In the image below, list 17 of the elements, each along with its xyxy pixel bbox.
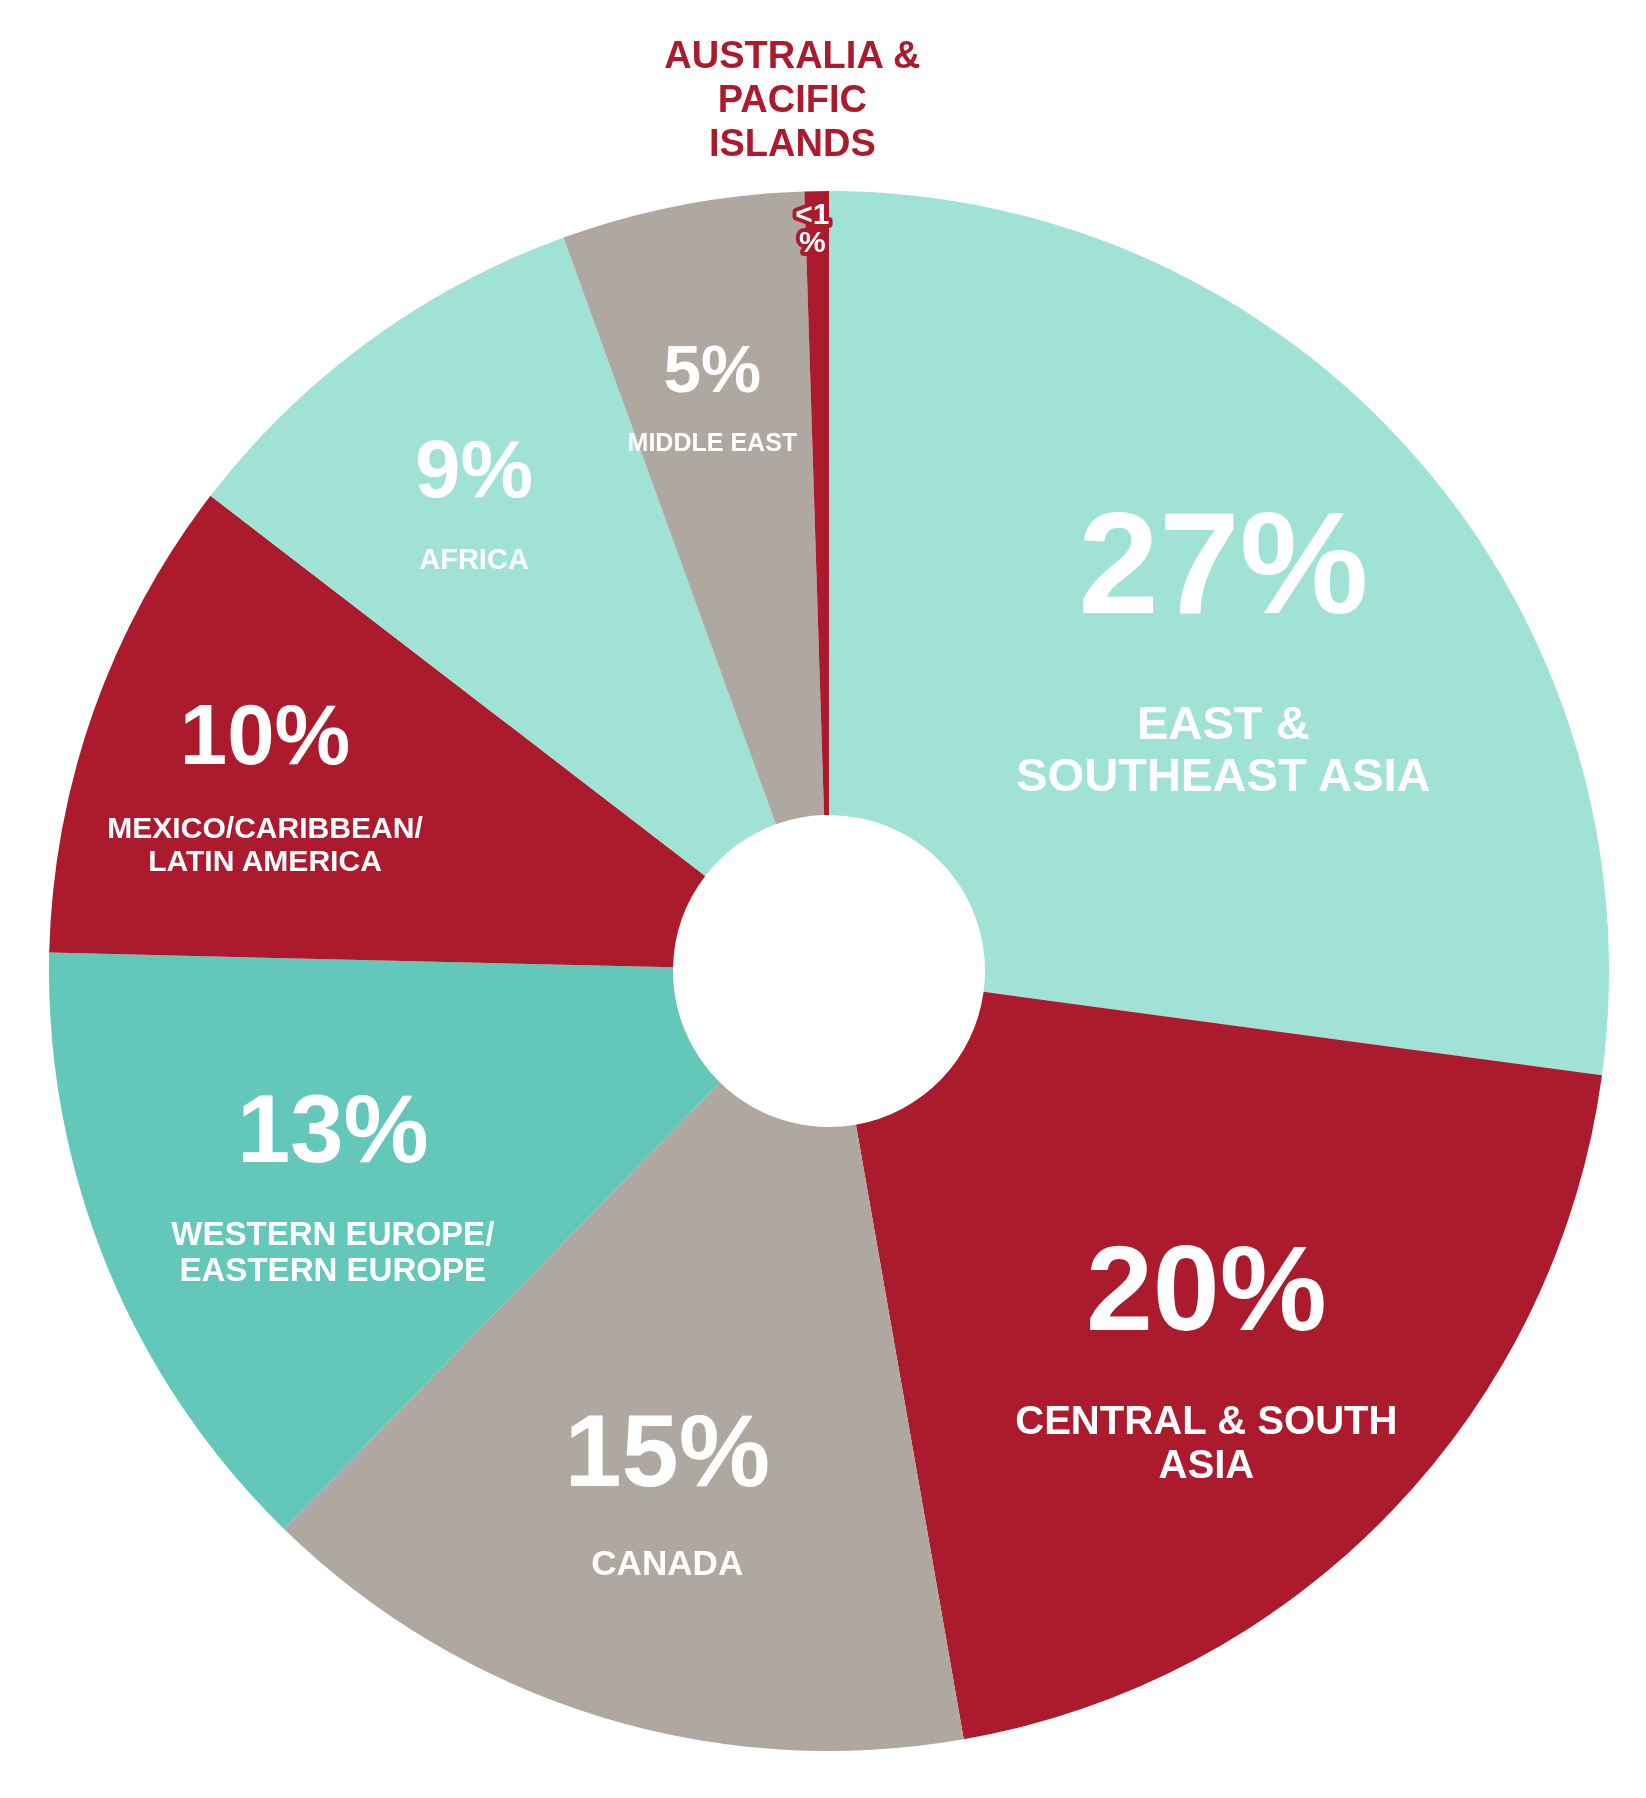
data-label: 13% xyxy=(236,1074,429,1182)
slice-label: CENTRAL & SOUTH ASIA xyxy=(1015,1397,1398,1486)
slice-label: CANADA xyxy=(591,1543,744,1583)
data-label: 15% xyxy=(564,1393,771,1509)
slice-label: EAST & SOUTHEAST ASIA xyxy=(1016,695,1431,801)
slice-label: MEXICO/CARIBBEAN/LATIN AMERICA xyxy=(107,811,424,878)
slice-label: AFRICA xyxy=(419,542,529,575)
slice-label: AUSTRALIA & PACIFIC ISLANDS xyxy=(664,34,921,164)
donut-slice xyxy=(855,991,1602,1740)
data-label: 20% xyxy=(1085,1220,1327,1356)
data-label: 9% xyxy=(415,423,534,515)
data-label: 27% xyxy=(1078,482,1369,645)
slice-label: MIDDLE EAST xyxy=(627,427,798,456)
data-label: 5% xyxy=(663,330,762,406)
data-label: 10% xyxy=(179,687,351,783)
slice-label: WESTERN EUROPE/EASTERN EUROPE xyxy=(171,1214,495,1289)
donut-slice xyxy=(829,191,1609,1076)
